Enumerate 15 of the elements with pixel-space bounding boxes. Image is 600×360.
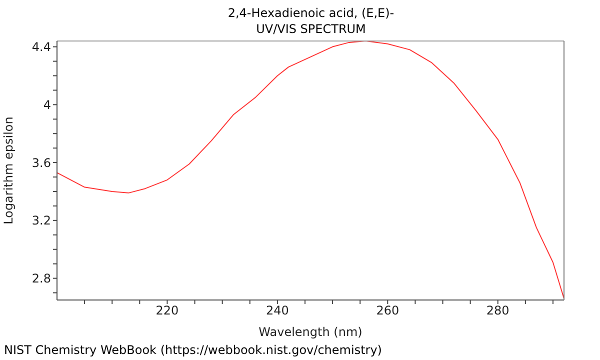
y-axis-title: Logarithm epsilon [1, 116, 16, 224]
x-tick-label: 280 [486, 304, 510, 318]
chart-subtitle: UV/VIS SPECTRUM [255, 21, 367, 37]
y-tick-label: 2.8 [32, 272, 51, 286]
chart-title: 2,4-Hexadienoic acid, (E,E)- [226, 5, 396, 21]
x-tick-label: 220 [156, 304, 179, 318]
x-tick-label: 240 [266, 304, 289, 318]
x-axis-title: Wavelength (nm) [258, 325, 362, 339]
y-tick-label: 4 [43, 98, 51, 112]
line-series [57, 41, 564, 300]
text: NIST Chemistry WebBook (https://webbook.nist.gov/chemistry) [4, 343, 382, 357]
y-tick-label: 3.6 [32, 156, 51, 170]
y-tick-label: 3.2 [32, 214, 51, 228]
x-tick-label: 260 [376, 304, 400, 318]
y-tick-label: 4.4 [32, 40, 51, 54]
